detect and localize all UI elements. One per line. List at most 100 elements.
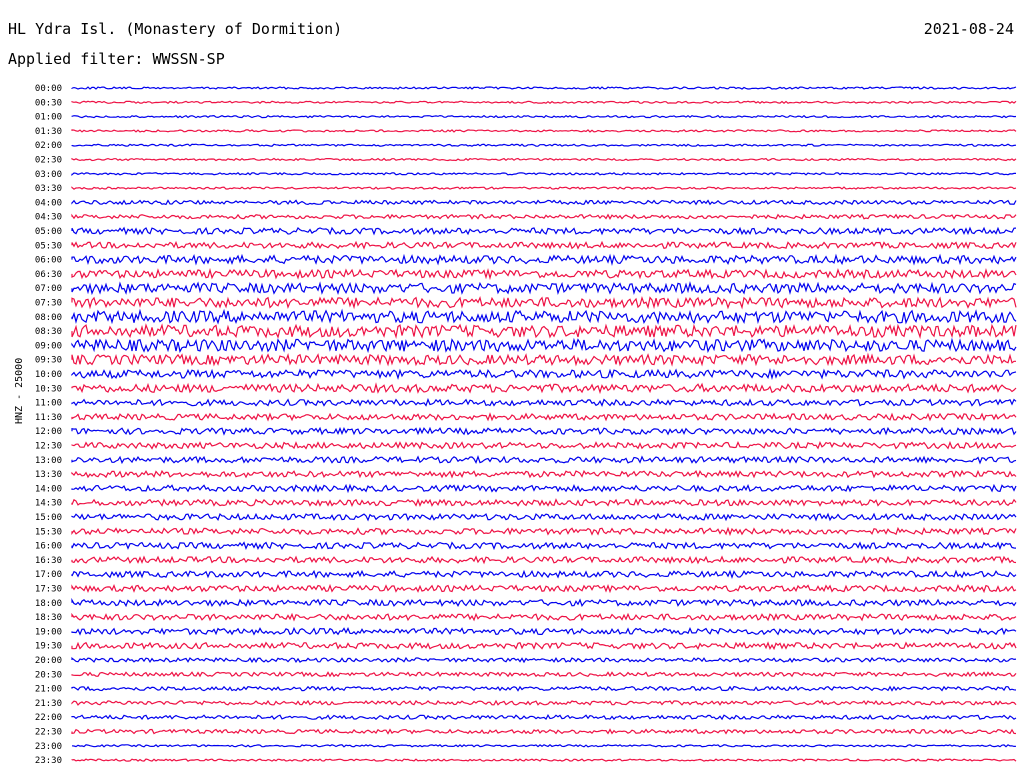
row-time-label: 04:00 — [35, 198, 62, 208]
row-time-label: 07:30 — [35, 299, 62, 309]
trace-line — [71, 426, 1017, 436]
trace-line — [71, 412, 1017, 422]
row-time-label: 12:30 — [35, 442, 62, 452]
trace-line — [71, 744, 1017, 748]
row-time-label: 01:30 — [35, 127, 62, 137]
row-time-label: 22:30 — [35, 728, 62, 738]
trace-line — [71, 368, 1017, 381]
trace-line — [71, 295, 1017, 310]
row-time-label: 14:00 — [35, 484, 62, 494]
trace-line — [71, 512, 1017, 522]
row-time-label: 04:30 — [35, 213, 62, 223]
trace-line — [71, 114, 1017, 119]
trace-line — [71, 541, 1017, 551]
row-time-label: 13:00 — [35, 456, 62, 466]
row-time-label: 06:30 — [35, 270, 62, 280]
row-time-label: 20:00 — [35, 656, 62, 666]
trace-line — [71, 337, 1017, 354]
row-time-label: 11:00 — [35, 399, 62, 409]
trace-line — [71, 157, 1017, 162]
row-time-label: 20:30 — [35, 670, 62, 680]
trace-line — [71, 213, 1017, 220]
row-time-label: 13:30 — [35, 470, 62, 480]
trace-line — [71, 129, 1017, 133]
row-time-label: 23:30 — [35, 756, 62, 766]
row-time-label: 16:00 — [35, 542, 62, 552]
trace-line — [71, 626, 1017, 636]
row-time-label: 00:30 — [35, 98, 62, 108]
trace-line — [71, 671, 1017, 678]
trace-line — [71, 597, 1017, 608]
row-time-label: 07:00 — [35, 284, 62, 294]
row-time-label: 16:30 — [35, 556, 62, 566]
trace-line — [71, 713, 1017, 721]
row-time-label: 14:30 — [35, 499, 62, 509]
row-time-label: 00:00 — [35, 84, 62, 94]
row-time-label: 03:00 — [35, 170, 62, 180]
row-time-label: 02:30 — [35, 156, 62, 166]
trace-line — [71, 281, 1017, 296]
trace-line — [71, 685, 1017, 692]
row-time-label: 05:30 — [35, 241, 62, 251]
row-time-label: 08:00 — [35, 313, 62, 323]
trace-line — [71, 569, 1017, 580]
row-time-label: 15:30 — [35, 527, 62, 537]
row-time-label: 17:30 — [35, 585, 62, 595]
row-time-label: 19:30 — [35, 642, 62, 652]
row-time-label: 09:30 — [35, 356, 62, 366]
trace-line — [71, 656, 1017, 664]
trace-line — [71, 100, 1017, 105]
row-time-label: 10:30 — [35, 384, 62, 394]
row-time-label: 06:00 — [35, 256, 62, 266]
trace-line — [71, 226, 1017, 236]
trace-line — [71, 454, 1017, 465]
trace-line — [71, 240, 1017, 250]
date-label: 2021-08-24 — [923, 20, 1014, 38]
trace-line — [71, 526, 1017, 537]
row-time-label: 23:00 — [35, 742, 62, 752]
trace-line — [71, 440, 1017, 450]
trace-line — [71, 171, 1016, 176]
row-time-label: 01:00 — [35, 113, 62, 123]
trace-line — [71, 186, 1017, 190]
station-title: HL Ydra Isl. (Monastery of Dormition) — [8, 20, 343, 38]
trace-line — [71, 86, 1017, 90]
row-time-label: 10:00 — [35, 370, 62, 380]
filter-label: Applied filter: WWSSN-SP — [8, 50, 225, 68]
row-time-label: 19:00 — [35, 627, 62, 637]
row-time-label: 11:30 — [35, 413, 62, 423]
row-time-label: 08:30 — [35, 327, 62, 337]
row-time-label: 05:00 — [35, 227, 62, 237]
row-time-label: 21:30 — [35, 699, 62, 709]
trace-line — [71, 583, 1017, 594]
trace-line — [71, 483, 1017, 494]
trace-line — [71, 323, 1017, 340]
trace-line — [71, 555, 1017, 565]
row-time-label: 03:30 — [35, 184, 62, 194]
row-time-label: 17:00 — [35, 570, 62, 580]
row-time-label: 21:00 — [35, 685, 62, 695]
trace-line — [71, 352, 1016, 367]
trace-line — [71, 253, 1017, 266]
row-time-label: 18:00 — [35, 599, 62, 609]
trace-line — [71, 641, 1017, 651]
trace-line — [71, 699, 1017, 706]
trace-line — [71, 199, 1017, 206]
trace-line — [71, 612, 1017, 622]
trace-line — [71, 758, 1017, 762]
trace-line — [71, 469, 1017, 479]
row-time-label: 15:00 — [35, 513, 62, 523]
trace-line — [71, 267, 1017, 281]
row-time-label: 12:00 — [35, 427, 62, 437]
row-time-label: 09:00 — [35, 341, 62, 351]
trace-line — [71, 143, 1017, 147]
trace-line — [71, 382, 1017, 395]
trace-line — [71, 397, 1017, 407]
row-time-label: 22:00 — [35, 713, 62, 723]
row-time-label: 18:30 — [35, 613, 62, 623]
trace-line — [71, 498, 1017, 508]
row-time-label: 02:00 — [35, 141, 62, 151]
trace-line — [71, 308, 1017, 325]
trace-line — [71, 728, 1017, 735]
